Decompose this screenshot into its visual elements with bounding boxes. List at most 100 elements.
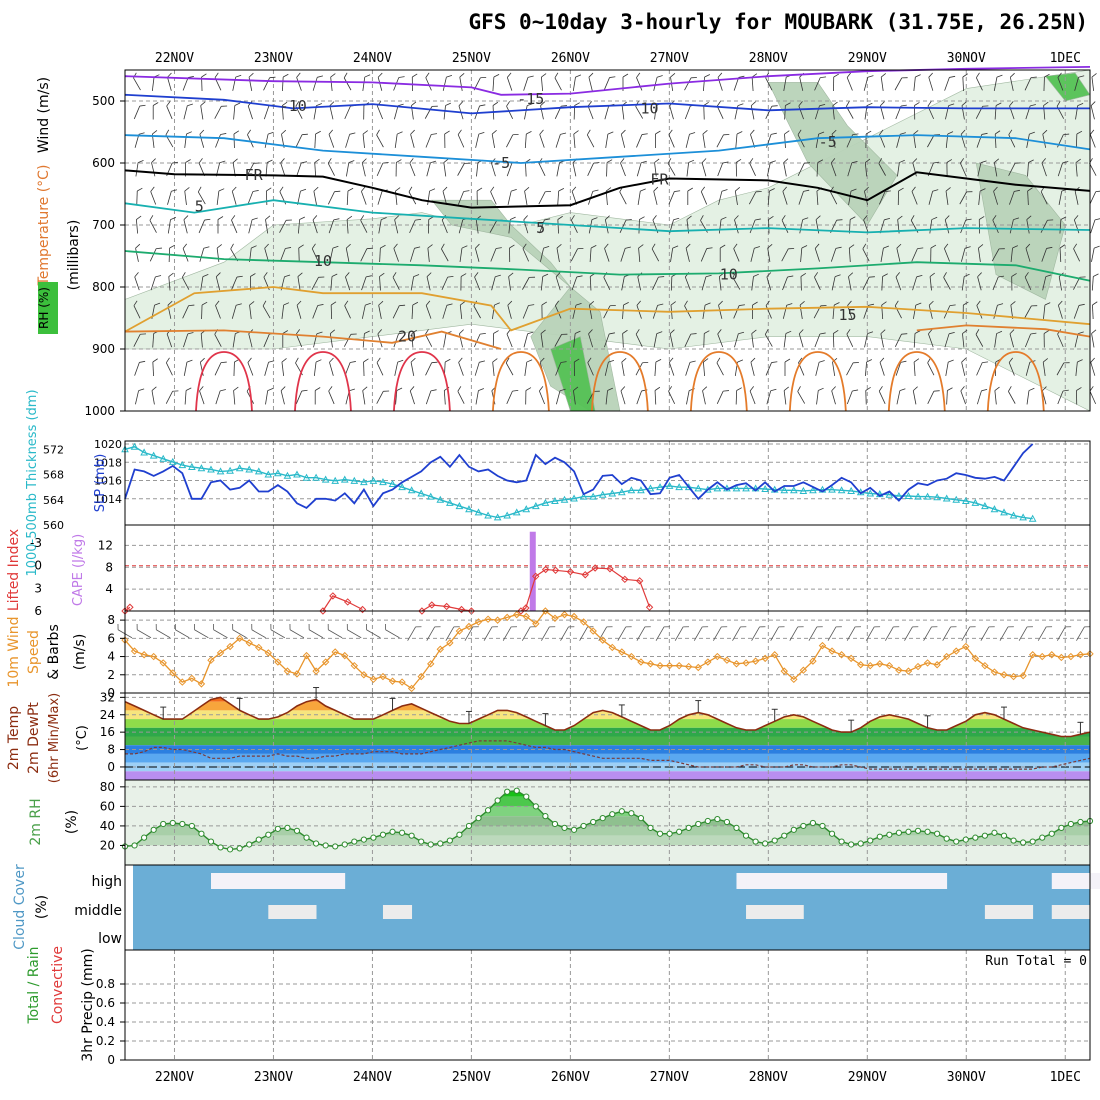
wind-barb-flag [620,386,626,392]
wind-barb [620,158,626,177]
wind-barb-staff [457,134,465,148]
wind-barb-staff [830,162,837,177]
wind-barb-flag [609,332,615,335]
wind-barb-flag [717,72,723,78]
wind-barb-flag [899,159,905,163]
wind-barb-staff [980,626,990,641]
li-point [532,572,540,581]
thickness-point [694,484,703,492]
wind-speed-point [274,658,282,666]
wind-barb-flag [586,129,591,136]
wind-barb-flag [199,129,205,135]
wind-barb-staff [424,106,433,119]
wind-barb-flag [446,75,453,78]
wind-barb-flag [511,189,517,192]
wind-barb-staff [635,106,644,119]
wind-barb-10m [308,623,324,639]
wind-barb-flag [625,626,632,628]
wind-barb-staff [622,333,624,348]
wind-barb-staff [864,333,868,348]
wind-barb-flag [296,72,301,78]
wind-barb-staff [764,334,773,347]
wind-barb-flag [1056,101,1061,107]
wind-barb-staff [976,390,982,405]
wind-speed-point [255,643,263,652]
thickness-point [484,511,492,519]
wind-barb [833,73,839,92]
wind-barb-flag [381,217,387,220]
wind-barb [604,360,615,376]
wind-barb-staff [865,626,875,641]
wind-barb-flag [442,186,448,192]
wind-barb-staff [636,390,642,405]
wind-barb-flag [912,626,919,628]
y-tick-label: 900 [92,342,115,356]
wind-barb-flag [458,357,463,363]
wind-barb-flag [700,215,704,221]
wind-barb-staff [878,390,886,405]
wind-barb [764,329,773,347]
rh-point [274,825,281,832]
wind-barb [330,301,337,320]
wind-barb-staff [426,626,436,641]
thickness-tick-label: 568 [43,469,64,482]
wind-barb-flag [1029,131,1035,135]
rh-point [465,822,473,830]
wind-barb-flag [349,388,355,392]
wind-barb-flag [269,76,276,79]
axis-label: 2m Temp [6,706,22,770]
wind-barb [913,358,920,377]
wind-barb-staff [376,162,384,177]
wind-speed-point [321,658,330,666]
wind-barb-flag [996,74,1003,78]
wind-barb-staff [392,277,400,290]
wind-barb-staff [459,333,463,348]
wind-barb-flag [969,626,976,628]
wind-barb-flag [555,272,561,278]
wind-speed-point [169,669,177,677]
wind-barb [797,386,806,404]
wind-barb-flag [893,626,900,628]
wind-barb [458,357,464,376]
wind-barb-flag [1030,332,1037,335]
wind-barb-staff [231,276,238,291]
wind-barb-flag [1089,129,1095,135]
wind-barb [443,158,449,177]
wind-barb-staff [556,248,560,262]
wind-barb-flag [236,303,242,306]
wind-barb-flag [172,390,179,392]
thickness-point [446,498,454,506]
li-point [635,577,644,585]
wind-barb [474,272,481,291]
date-label-bottom: 28NOV [749,1070,788,1085]
wind-speed-point [446,639,454,647]
wind-barb [862,243,870,262]
wind-barb-staff [361,305,366,319]
surface-isotherm [887,351,946,412]
wind-barb [620,386,626,405]
wind-barb-flag [140,333,147,335]
wind-barb-flag [267,131,274,135]
wind-barb-staff [830,191,838,205]
wind-barb-staff [734,191,738,205]
cloud-middle-gap [306,905,317,919]
wind-barb-flag [409,158,414,164]
wind-barb-10m [827,626,842,641]
thickness-point [207,465,215,473]
wind-barb-flag [1008,626,1014,628]
wind-barb-flag [960,158,965,164]
wind-barb-staff [522,277,530,290]
wind-barb [734,187,741,205]
wind-barb [750,101,756,120]
wind-speed-point [474,618,483,626]
wind-barb-staff [620,390,626,405]
run-total-label: Run Total = 0 [985,954,1087,969]
wind-barb [701,158,707,177]
wind-barb-flag [640,188,646,192]
wind-barb [864,158,871,177]
wind-barb-flag [230,243,234,250]
rh-point [1077,818,1084,826]
wind-barb [668,357,675,376]
wind-barb-flag [900,360,907,363]
wind-barb [264,243,269,262]
